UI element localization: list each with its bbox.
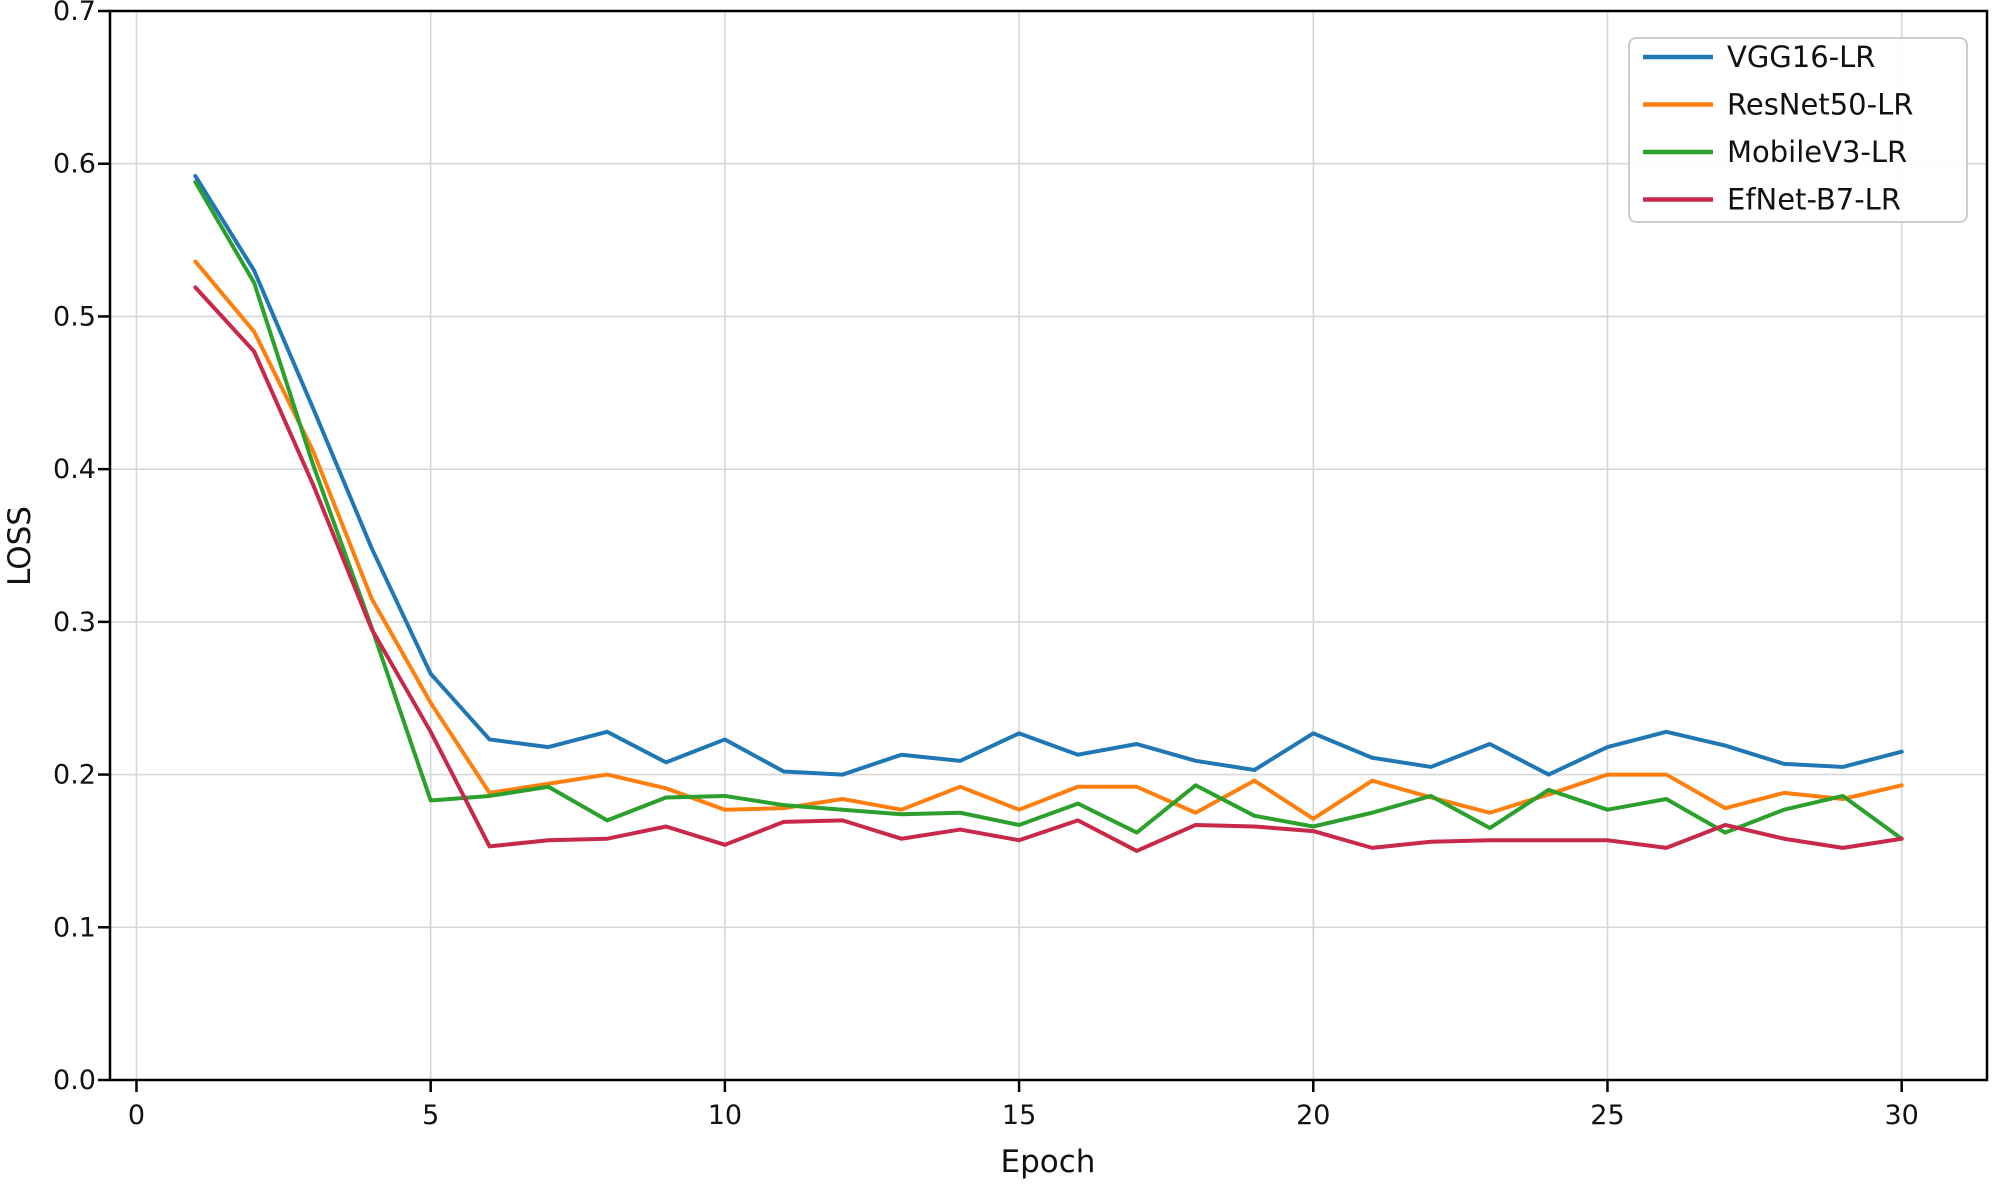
plot-frame xyxy=(108,9,1989,1082)
y-tick-label: 0.2 xyxy=(53,760,96,791)
y-tick-label: 0.5 xyxy=(53,301,96,332)
x-axis-label: Epoch xyxy=(1001,1144,1096,1180)
y-tick-label: 0.4 xyxy=(53,454,96,485)
x-tick-label: 15 xyxy=(1002,1100,1036,1131)
axis-ticks-and-labels: 0 5 10 15 20 25 30 0.0 0.1 0.2 0.3 0.4 0.5 0.6 0.7 xyxy=(53,0,1919,1131)
x-tick-label: 30 xyxy=(1885,1100,1919,1131)
x-tick-label: 25 xyxy=(1590,1100,1624,1131)
x-tick-label: 20 xyxy=(1296,1100,1330,1131)
series-line-VGG16-LR xyxy=(193,173,1904,777)
y-tick-label: 0.6 xyxy=(53,149,96,180)
y-axis-label: LOSS xyxy=(2,506,38,586)
x-tick-label: 0 xyxy=(128,1100,145,1131)
legend-box xyxy=(1628,37,1968,223)
legend: VGG16-LR ResNet50-LR MobileV3-LR EfNet-B7-L… xyxy=(1628,37,1968,223)
y-tick-label: 0.3 xyxy=(53,607,96,638)
series-lines xyxy=(193,173,1904,853)
series-line-MobileV3-LR xyxy=(193,180,1904,841)
legend-label-EfNet-B7-LR: EfNet-B7-LR xyxy=(1727,183,1901,217)
series-line-ResNet50-LR xyxy=(193,259,1904,821)
y-tick-label: 0.0 xyxy=(53,1065,96,1096)
x-tick-label: 10 xyxy=(708,1100,742,1131)
grid-lines xyxy=(110,10,1987,1081)
y-tick-label: 0.7 xyxy=(53,0,96,27)
series-line-EfNet-B7-LR xyxy=(193,285,1904,853)
plot-border xyxy=(108,9,1989,1082)
x-tick-label: 5 xyxy=(422,1100,439,1131)
y-tick-label: 0.1 xyxy=(53,912,96,943)
legend-label-VGG16-LR: VGG16-LR xyxy=(1727,40,1875,74)
legend-label-ResNet50-LR: ResNet50-LR xyxy=(1727,88,1913,122)
legend-label-MobileV3-LR: MobileV3-LR xyxy=(1727,135,1907,169)
